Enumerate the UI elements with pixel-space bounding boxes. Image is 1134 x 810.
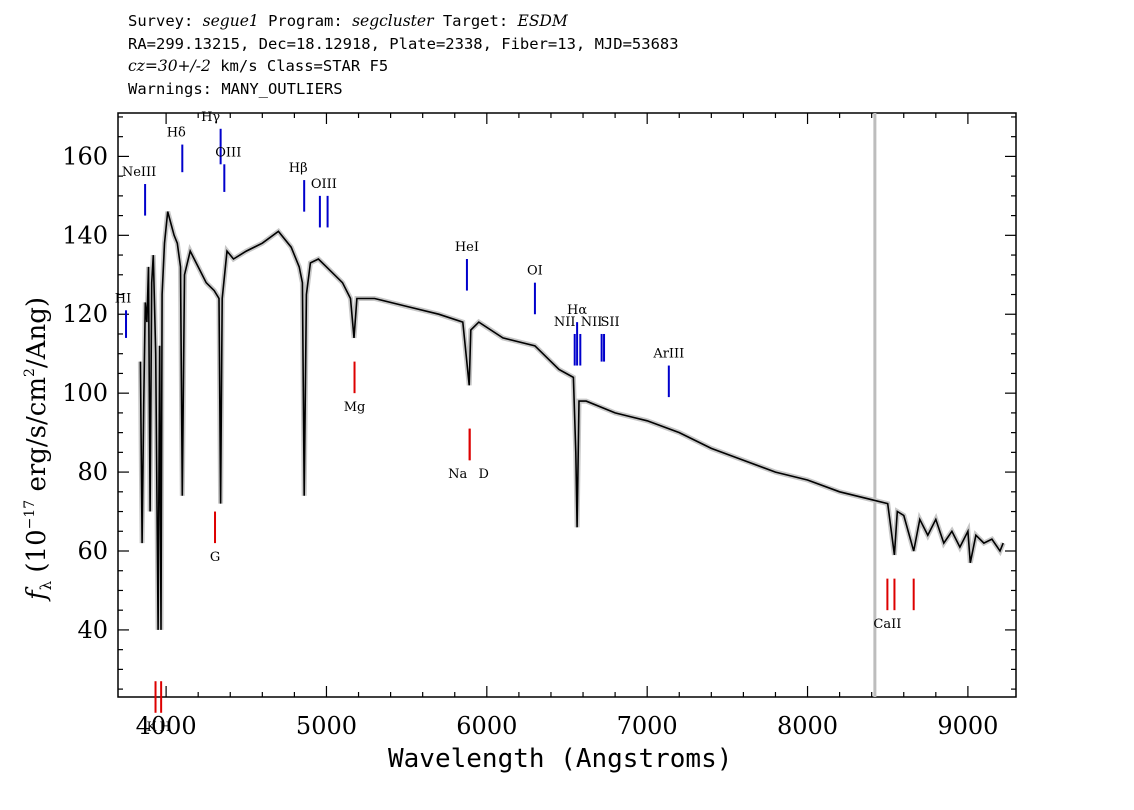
header-line-coordinates: RA=299.13215, Dec=18.12918, Plate=2338, … — [128, 34, 679, 53]
absorption-line-label: Mg — [344, 400, 366, 415]
emission-line-label: Hα — [567, 303, 587, 318]
absorption-line-label: Na — [448, 467, 467, 482]
emission-line-label: NII — [554, 315, 576, 330]
plot-area: 4000 5000 6000 7000 8000 9000 40 60 80 100 120 140 1… — [62, 110, 1017, 740]
y-tick-label: 100 — [62, 379, 108, 407]
emission-line-label: SII — [600, 315, 619, 330]
emission-line-label: ArIII — [652, 347, 684, 362]
emission-line-label: OI — [527, 264, 543, 279]
emission-line-label: Hδ — [167, 126, 186, 141]
x-tick-label: 9000 — [937, 712, 998, 740]
spectrum-header: Survey: segue1 Program: segcluster Targe… — [128, 10, 1028, 100]
x-tick-label: 8000 — [777, 712, 838, 740]
emission-line-label: NII — [581, 315, 603, 330]
emission-line-label: Hβ — [289, 161, 308, 176]
plot-frame — [117, 112, 1017, 698]
header-line-redshift: cz=30+/-2 km/s Class=STAR F5 — [128, 57, 389, 75]
y-tick-label: 120 — [62, 300, 108, 328]
y-tick-label: 40 — [77, 616, 108, 644]
emission-line-label: OIII — [215, 145, 241, 160]
absorption-line-label: K — [147, 720, 157, 735]
absorption-line-label: H — [159, 720, 170, 735]
header-line-warnings: Warnings: MANY_OUTLIERS — [128, 79, 343, 98]
y-tick-label: 160 — [62, 142, 108, 170]
absorption-line-label: D — [478, 467, 488, 482]
y-tick-label: 140 — [62, 221, 108, 249]
y-tick-label: 80 — [77, 458, 108, 486]
emission-line-label: HI — [115, 291, 131, 306]
spectrum-line — [139, 211, 1004, 630]
x-tick-label: 4000 — [136, 712, 197, 740]
x-tick-label: 5000 — [296, 712, 357, 740]
x-axis-label: Wavelength (Angstroms) — [388, 744, 733, 774]
absorption-line-label: CaII — [873, 617, 901, 632]
y-axis-label: fλ (10−17 erg/s/cm2/Ang) — [22, 297, 55, 602]
svg-text:fλ (10−17 erg/s/cm2/Ang): fλ (10−17 erg/s/cm2/Ang) — [22, 297, 55, 602]
absorption-line-label: G — [210, 550, 220, 565]
emission-line-label: NeIII — [122, 165, 156, 180]
x-tick-label: 6000 — [456, 712, 517, 740]
x-tick-label: 7000 — [617, 712, 678, 740]
emission-line-label: Hγ — [201, 110, 220, 125]
emission-line-label: OIII — [311, 177, 337, 192]
y-tick-label: 60 — [77, 537, 108, 565]
header-line-survey: Survey: segue1 Program: segcluster Targe… — [128, 12, 568, 30]
emission-line-label: HeI — [455, 240, 479, 255]
